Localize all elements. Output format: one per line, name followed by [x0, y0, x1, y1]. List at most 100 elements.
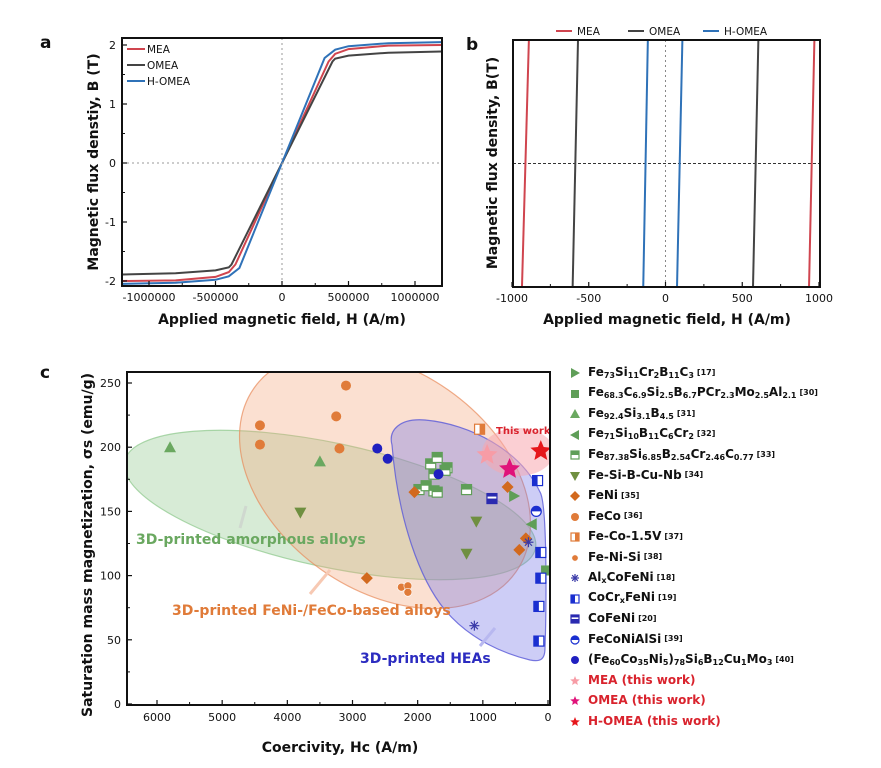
a-x-axis-label: Applied magnetic field, H (A/m)	[158, 312, 406, 328]
c-legend-marker-shape-stroke	[571, 574, 579, 582]
c-point-cofeni	[486, 492, 498, 505]
c-plot-frame	[126, 371, 551, 706]
c-legend-marker	[570, 491, 580, 502]
annotation-feni-feco-alloys: 3D-printed FeNi-/FeCo-based alloys	[172, 603, 451, 619]
c-legend-label: CoCrxFeNi	[588, 590, 655, 606]
c-legend-ref: [17]	[696, 367, 716, 377]
c-y-tick-label: 150	[100, 505, 121, 518]
c-legend-label: Fe87.38Si6.85B2.54Cr2.46C0.77	[588, 446, 754, 462]
a-x-tick-label: 1000000	[391, 291, 440, 304]
c-point-fe-si-b-cu-nb	[294, 507, 307, 519]
c-legend-ref: [35]	[621, 490, 640, 500]
c-legend: Fe73Si11Cr2B11C3 [17] Fe68.3C6.9Si2.5B6.7P…	[568, 362, 878, 731]
c-point-cocrxfeni-fill	[535, 573, 541, 584]
c-point-alxcofeni-stroke	[470, 621, 479, 630]
c-legend-label: AlxCoFeNi	[588, 569, 654, 585]
a-y-tick-label: -1	[105, 216, 116, 229]
annotation-heas: 3D-printed HEAs	[360, 651, 491, 667]
c-legend-marker	[570, 471, 580, 481]
c-legend-entry: OMEA (this work)	[568, 690, 878, 711]
c-legend-marker-shape-dot	[571, 554, 579, 562]
c-point-fe87-38si6-85b2-54cr2-46c0-77-fill	[428, 469, 439, 475]
b-legend-label: MEA	[577, 26, 601, 38]
annotation-this-work: This work	[496, 426, 551, 437]
c-point-feni	[501, 481, 514, 494]
c-y-tick-label: 250	[100, 377, 121, 390]
c-legend-ref: [19]	[657, 593, 677, 603]
c-point-cofeni-top	[486, 493, 497, 497]
c-legend-entry: (Fe60Co35Ni5)78Si6B12Cu1Mo3 [40]	[568, 649, 878, 670]
c-point-cocrxfeni	[535, 546, 547, 559]
panel-label-b: b	[466, 35, 478, 55]
c-legend-marker-shape	[570, 716, 580, 726]
c-point-fe-si-b-cu-nb	[460, 548, 473, 560]
c-legend-label: CoFeNi	[588, 611, 636, 626]
b-series-h-omea	[676, 39, 684, 288]
c-legend-label: MEA (this work)	[588, 672, 696, 687]
a-legend-label: H-OMEA	[147, 76, 191, 88]
c-point-feni	[360, 572, 373, 585]
c-point-feni	[513, 543, 526, 556]
b-legend: MEA OMEA H-OMEA	[556, 26, 768, 38]
c-legend-ref: [30]	[799, 388, 818, 398]
c-point-feco	[254, 420, 265, 431]
c-legend-marker-shape	[570, 696, 580, 706]
c-x-axis-label: Coercivity, Hc (A/m)	[262, 740, 418, 756]
region-feni-feco-alloys	[238, 372, 532, 610]
a-x-tick-label: 500000	[328, 291, 370, 304]
c-point-cocrxfeni	[531, 474, 544, 487]
c-legend-marker-shape	[570, 471, 580, 481]
b-legend-label: H-OMEA	[724, 26, 768, 38]
c-legend-ref: [37]	[664, 531, 683, 541]
c-legend-marker-shape	[570, 532, 580, 542]
c-point-alxcofeni	[523, 537, 534, 548]
c-legend-entry: FeCo [36]	[568, 506, 878, 527]
c-legend-marker-shape	[571, 368, 580, 379]
c-legend-marker	[571, 554, 579, 562]
c-point-fe87-38si6-85b2-54cr2-46c0-77-fill	[432, 452, 443, 458]
c-point-fe-co-1-5v-fill	[479, 424, 485, 435]
c-legend-marker	[570, 450, 580, 460]
c-point--fe60co35ni5-78si6b12cu1mo3	[382, 453, 393, 464]
c-legend-label: FeCo	[588, 508, 621, 523]
a-y-axis-label: Magnetic flux denstiy, B (T)	[86, 53, 102, 270]
c-legend-marker	[571, 368, 580, 379]
b-series-mea	[808, 39, 816, 288]
c-legend-marker-shape-fill	[571, 594, 575, 603]
c-y-tick-label: 100	[100, 570, 121, 583]
c-point-feco	[331, 411, 342, 422]
c-y-tick-label: 0	[114, 698, 121, 711]
a-x-tick-label: -1000000	[123, 291, 176, 304]
c-point-feni	[408, 486, 421, 499]
c-legend-marker-shape	[571, 554, 579, 562]
c-point-cocrxfeni-fill	[533, 601, 539, 612]
amorphous-leader-line	[238, 505, 248, 529]
c-legend-ref: [40]	[775, 654, 794, 664]
c-legend-ref: [33]	[756, 449, 776, 459]
c-x-tick-label: 4000	[273, 711, 301, 724]
c-point-feconialsi-fill	[531, 506, 542, 512]
c-point-fe87-38si6-85b2-54cr2-46c0-77-fill	[425, 458, 436, 464]
c-legend-marker-shape	[570, 635, 580, 645]
a-y-tick-label: 1	[109, 98, 116, 111]
annotation-amorphous-alloys: 3D-printed amorphous alloys	[136, 532, 366, 548]
c-point-fe87-38si6-85b2-54cr2-46c0-77-fill	[413, 484, 424, 490]
c-point-fe-co-1-5v	[473, 423, 486, 435]
c-legend-marker-shape	[571, 656, 579, 665]
c-point-feconialsi	[530, 505, 542, 517]
c-legend-marker	[570, 429, 579, 440]
b-series-mea	[520, 39, 530, 288]
b-x-axis-label: Applied magnetic field, H (A/m)	[543, 312, 791, 328]
c-legend-marker-shape	[570, 429, 579, 440]
b-series-omea	[751, 39, 760, 288]
c-legend-marker-shape-fill	[571, 635, 579, 640]
c-legend-entry: CoFeNi [20]	[568, 608, 878, 629]
c-legend-marker	[570, 409, 580, 419]
c-legend-label: Fe-Ni-Si	[588, 549, 641, 564]
feni-leader-line	[308, 569, 332, 595]
b-series-h-omea	[642, 39, 649, 288]
c-point-mea-this-work-	[476, 443, 498, 464]
c-legend-marker-shape	[570, 594, 580, 604]
c-x-tick-label: 2000	[404, 711, 432, 724]
